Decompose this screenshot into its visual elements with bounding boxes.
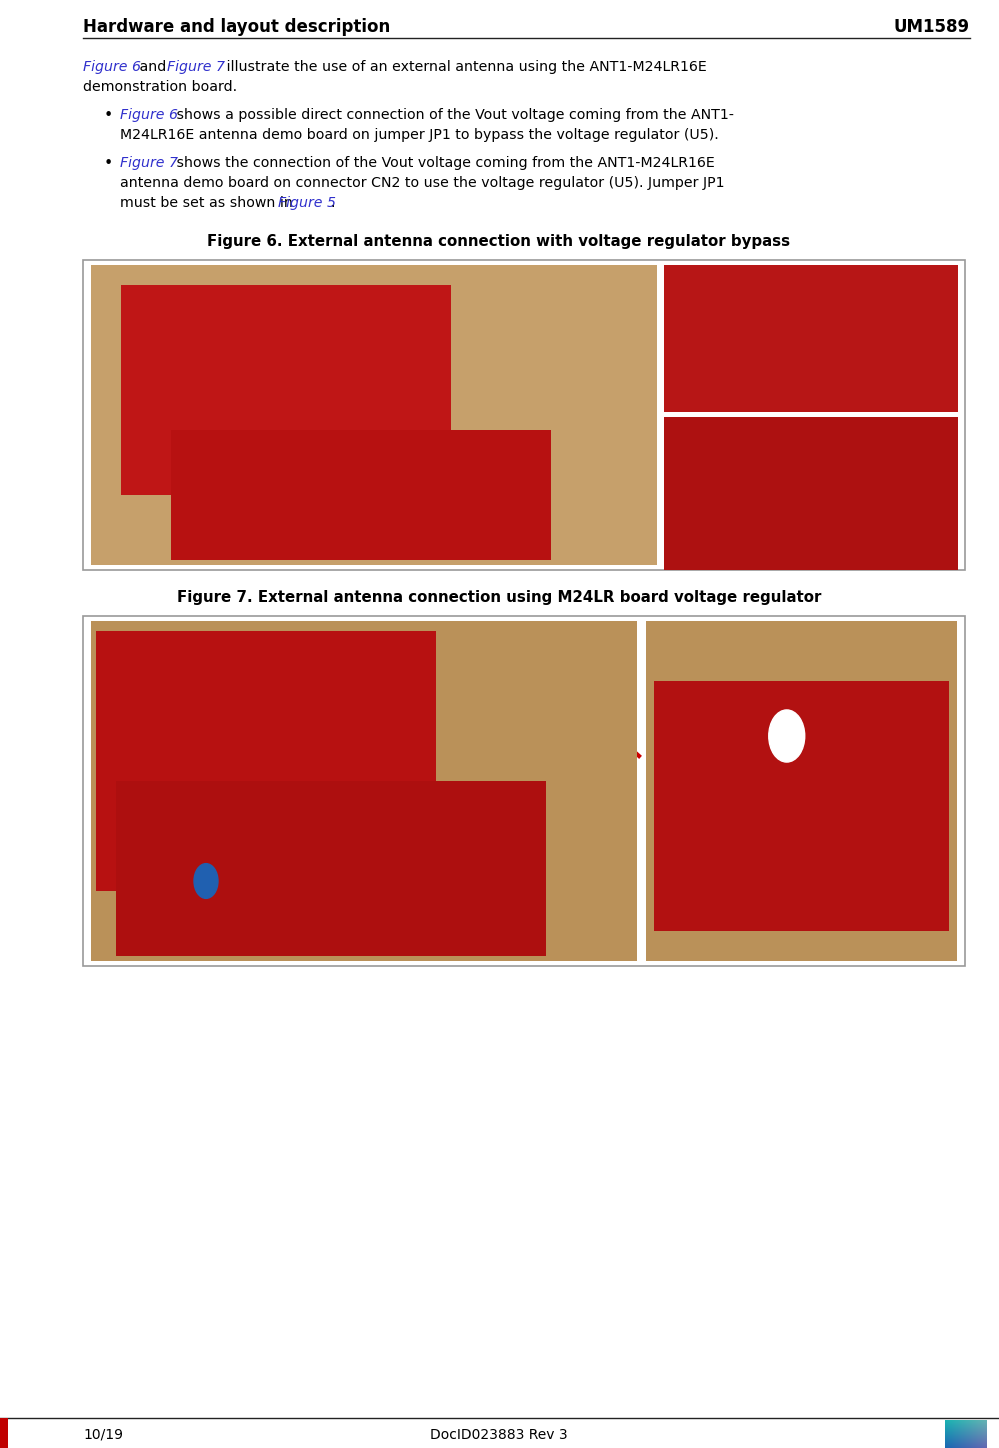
Text: shows the connection of the Vout voltage coming from the ANT1-M24LR16E: shows the connection of the Vout voltage… (172, 156, 714, 169)
Bar (109, 794, 144, 812)
Text: Figure 7: Figure 7 (167, 59, 225, 74)
Text: VCC: VCC (669, 330, 680, 334)
Text: GND: GND (669, 361, 681, 365)
Text: M24LR16E: M24LR16E (121, 676, 178, 686)
Text: shows a possible direct connection of the Vout voltage coming from the ANT1-: shows a possible direct connection of th… (172, 109, 734, 122)
Text: CE: CE (781, 731, 792, 740)
Text: Figure 7. External antenna connection using M24LR board voltage regulator: Figure 7. External antenna connection us… (177, 589, 821, 605)
Text: Vout: Vout (669, 306, 681, 310)
Text: antenna demo board on connector CN2 to use the voltage regulator (U5). Jumper JP: antenna demo board on connector CN2 to u… (120, 177, 724, 190)
Text: EEPROM: EEPROM (146, 375, 198, 385)
Text: M24LR16E antenna demo board on jumper JP1 to bypass the voltage regulator (U5).: M24LR16E antenna demo board on jumper JP… (120, 127, 718, 142)
Bar (0, 1418, 8, 1448)
Text: UM1589: UM1589 (894, 17, 970, 36)
Text: M24LR-
discovery: M24LR- discovery (475, 540, 507, 553)
Text: DUAL INTERFACE: DUAL INTERFACE (131, 353, 243, 366)
Text: Figure 6: Figure 6 (120, 109, 178, 122)
Text: demonstration board.: demonstration board. (83, 80, 237, 94)
Text: DocID023883 Rev 3: DocID023883 Rev 3 (431, 1428, 567, 1442)
Text: SDA: SDA (669, 374, 680, 378)
Text: ST: ST (137, 418, 149, 427)
Bar (129, 416, 157, 432)
Text: Figure 6: Figure 6 (83, 59, 141, 74)
Text: and: and (135, 59, 171, 74)
Text: •: • (104, 109, 113, 123)
Text: must be set as shown in: must be set as shown in (120, 195, 298, 210)
Text: I²C bus: I²C bus (694, 400, 712, 405)
Text: EEPROM: EEPROM (113, 728, 179, 743)
Text: ST: ST (957, 1428, 975, 1441)
Text: SCL: SCL (669, 387, 679, 392)
Text: M24LR-
discovery: M24LR- discovery (421, 931, 462, 950)
Text: DUAL INTERFACE: DUAL INTERFACE (109, 701, 241, 715)
Text: M24L…: M24L… (672, 275, 700, 281)
Text: Figure 5: Figure 5 (278, 195, 336, 210)
Text: Hardware and layout description: Hardware and layout description (83, 17, 391, 36)
Text: 10/19: 10/19 (83, 1428, 123, 1442)
Text: NC: NC (669, 345, 676, 350)
Text: Figure 6. External antenna connection with voltage regulator bypass: Figure 6. External antenna connection wi… (208, 235, 790, 249)
Bar (83, 615, 965, 966)
Text: ISO 15693 antenna: ISO 15693 antenna (161, 310, 222, 316)
Bar (83, 261, 965, 571)
Text: SYP  11/35: SYP 11/35 (156, 395, 189, 400)
Bar (704, 432, 949, 472)
Text: illustrate the use of an external antenna using the ANT1-M24LR16E: illustrate the use of an external antenn… (222, 59, 706, 74)
Text: ISO 15693 anten…: ISO 15693 anten… (131, 652, 197, 657)
Text: •: • (104, 156, 113, 171)
Text: SYP  11/35: SYP 11/35 (126, 759, 164, 765)
Text: Figure 7: Figure 7 (120, 156, 178, 169)
Text: ST: ST (119, 798, 133, 808)
Text: .: . (330, 195, 335, 210)
Text: WP/BUSY: WP/BUSY (669, 292, 693, 298)
Text: M24LR16E: M24LR16E (146, 330, 195, 339)
